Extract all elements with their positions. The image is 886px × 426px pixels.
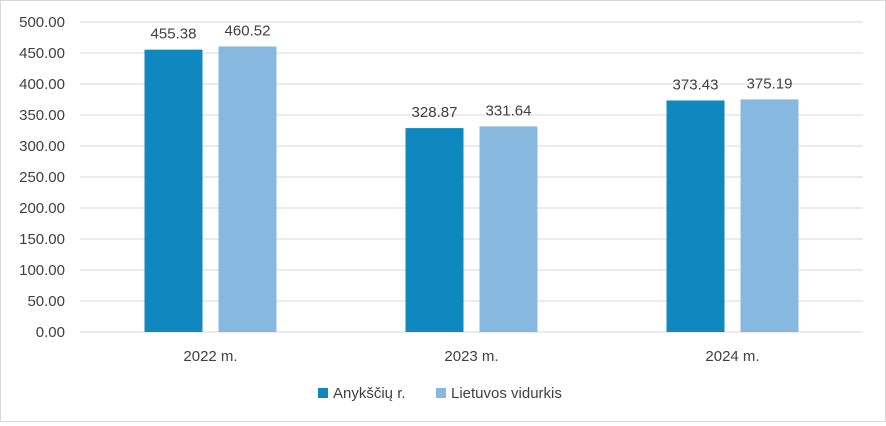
y-tick-label: 100.00 [19, 262, 65, 279]
bar-anyksciu-2 [666, 100, 725, 333]
data-labels: 455.38 460.52 328.87 331.64 373.43 375.19 [151, 22, 793, 121]
y-tick-label: 250.00 [19, 169, 65, 186]
gridlines [80, 21, 863, 333]
bar-lietuvos-0 [218, 46, 277, 332]
y-tick-label: 350.00 [19, 107, 65, 124]
y-axis-ticks: 0.00 50.00 100.00 150.00 200.00 250.00 300.00 3… [19, 14, 65, 341]
data-label: 373.43 [673, 76, 719, 93]
data-label: 460.52 [225, 22, 271, 39]
x-category-label: 2023 m. [444, 348, 498, 365]
data-label: 455.38 [151, 26, 197, 43]
data-label: 331.64 [486, 102, 532, 119]
y-tick-label: 200.00 [19, 200, 65, 217]
y-tick-label: 150.00 [19, 231, 65, 248]
legend-swatch [318, 388, 328, 398]
bar-anyksciu-0 [144, 49, 203, 332]
x-category-label: 2022 m. [183, 348, 237, 365]
data-label: 328.87 [412, 104, 458, 121]
y-tick-label: 50.00 [27, 293, 65, 310]
legend-label: Anykščių r. [333, 385, 406, 402]
legend-swatch [436, 388, 446, 398]
y-tick-label: 0.00 [36, 324, 65, 341]
legend-label: Lietuvos vidurkis [451, 385, 562, 402]
x-category-label: 2024 m. [705, 348, 759, 365]
y-tick-label: 300.00 [19, 138, 65, 155]
bar-anyksciu-1 [405, 128, 464, 332]
y-tick-label: 500.00 [19, 14, 65, 31]
y-tick-label: 400.00 [19, 76, 65, 93]
bars [144, 46, 799, 333]
legend: Anykščių r. Lietuvos vidurkis [318, 385, 562, 402]
bar-lietuvos-2 [740, 99, 799, 332]
bar-lietuvos-1 [479, 126, 538, 332]
data-label: 375.19 [747, 75, 793, 92]
x-axis-categories: 2022 m. 2023 m. 2024 m. [183, 348, 759, 365]
y-tick-label: 450.00 [19, 45, 65, 62]
